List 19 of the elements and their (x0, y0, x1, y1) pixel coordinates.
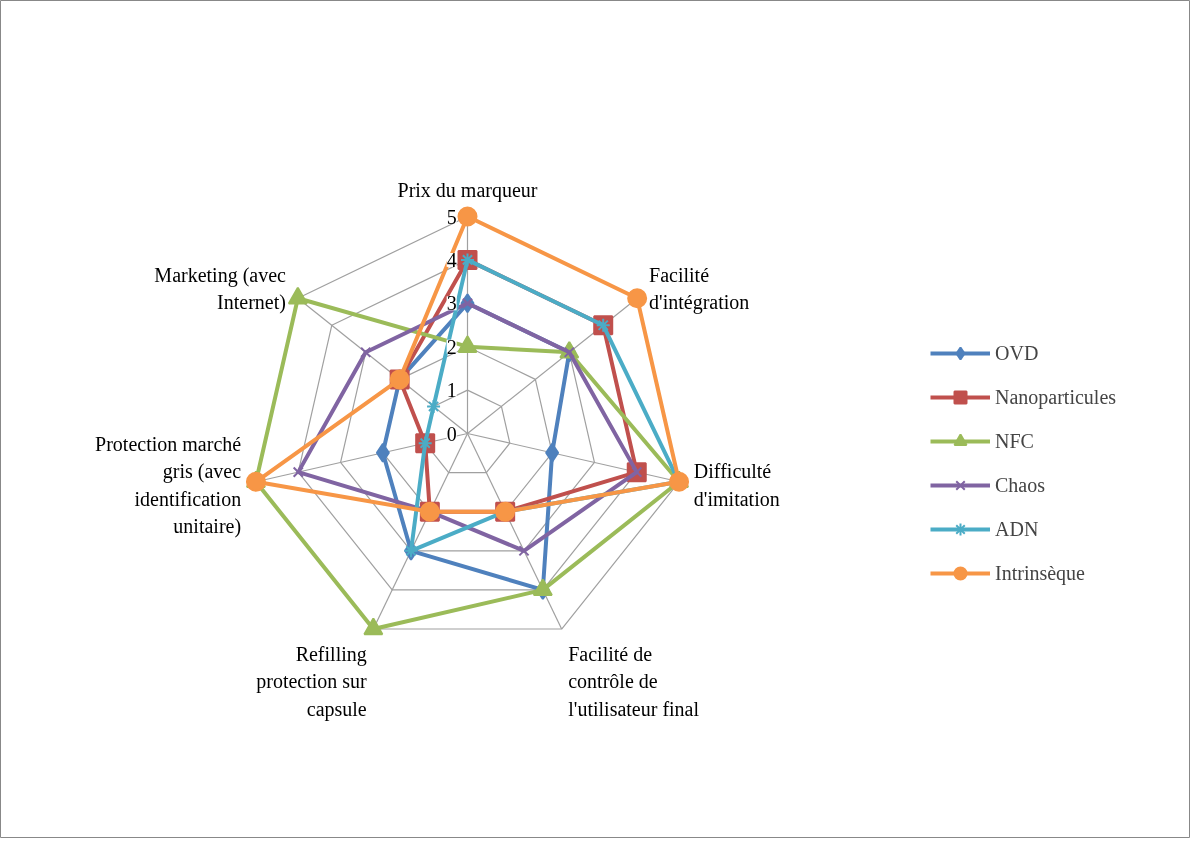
spoke-label: Difficulté d'imitation (693, 460, 780, 510)
legend-label: Nanoparticules (995, 385, 1117, 409)
y-tick-label: 0 (446, 422, 457, 445)
legend-label: NFC (995, 429, 1034, 453)
spoke-label: Marketing (avec Internet) (154, 263, 287, 315)
y-tick-label: 4 (446, 248, 457, 271)
legend-label: OVD (995, 341, 1039, 365)
y-tick-label: 5 (446, 205, 457, 228)
y-tick-label: 1 (446, 379, 457, 402)
legend-label: Intrinsèque (995, 561, 1085, 585)
spoke-label: Facilité d'intégration (649, 263, 750, 315)
y-tick-label: 2 (446, 335, 457, 358)
spoke-label: Prix du marqueur (397, 179, 538, 203)
spoke-label: Refilling protection sur capsule (256, 642, 368, 721)
spoke-label: Facilité de contrôle de l'utilisateur final (568, 642, 700, 720)
y-tick-label: 3 (446, 292, 457, 315)
legend-label: Chaos (995, 473, 1045, 497)
legend-label: ADN (995, 517, 1039, 541)
spoke-label: Protection marché gris (avec identification unitaire) (95, 432, 242, 539)
